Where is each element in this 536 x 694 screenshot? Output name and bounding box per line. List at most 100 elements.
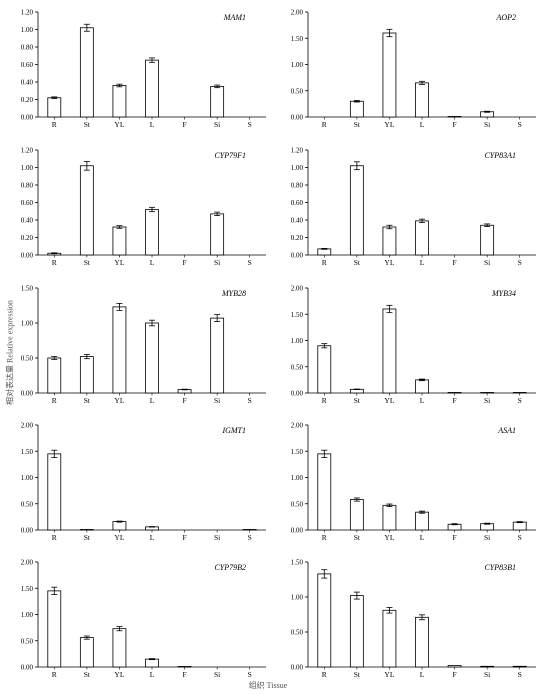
x-tick-label-YL: YL [384, 396, 394, 405]
x-tick-label-R: R [52, 258, 57, 267]
x-tick-label-St: St [354, 396, 361, 405]
y-tick-label: 0.60 [21, 61, 34, 69]
bar-YL [382, 32, 397, 118]
x-tick-label-S: S [248, 258, 252, 267]
bar-L [415, 511, 429, 531]
bar-F [447, 392, 462, 394]
x-tick-label-F: F [182, 670, 186, 679]
chart-panel-5: 0.00 0.50 1.00 1.50 MYB28 R St YL L F Si S [21, 285, 266, 405]
bar-St [349, 100, 364, 118]
x-tick-label-YL: YL [384, 533, 394, 542]
bar-Si [480, 523, 495, 531]
chart-title: CYP83B1 [484, 563, 516, 572]
x-tick-label-St: St [84, 670, 91, 679]
y-tick-label: 0.00 [21, 527, 34, 535]
bar-St [79, 637, 94, 668]
y-tick-label: 1.50 [21, 585, 34, 593]
bar-R [317, 345, 332, 394]
x-tick-label-R: R [52, 670, 57, 679]
y-tick-label: 1.20 [291, 147, 304, 155]
x-tick-label-Si: Si [484, 396, 490, 405]
y-tick-label: 1.50 [291, 311, 304, 319]
x-tick-label-L: L [150, 670, 155, 679]
bar-YL [382, 308, 397, 394]
y-tick-label: 0.80 [21, 44, 34, 52]
x-tick-label-F: F [182, 120, 186, 129]
chart-panel-8: 0.00 0.50 1.00 1.50 2.00 ASA1 R St YL L F Si S [291, 422, 536, 542]
x-tick-label-F: F [452, 670, 456, 679]
y-tick-label: 1.00 [291, 61, 304, 69]
x-tick-label-S: S [518, 670, 522, 679]
chart-panel-4: 0.00 0.20 0.40 0.60 0.80 1.00 1.20 CYP83A1 R St YL… [291, 147, 536, 267]
y-tick-label: 1.00 [21, 164, 34, 172]
chart-title: MAM1 [223, 13, 246, 22]
bar-Si [480, 392, 495, 394]
chart-panel-3: 0.00 0.20 0.40 0.60 0.80 1.00 1.20 CYP79F1 R St YL… [21, 147, 266, 267]
bar-Si [210, 85, 225, 118]
y-tick-label: 1.00 [21, 320, 34, 328]
y-tick-label: 2.00 [291, 285, 304, 293]
bar-YL [382, 504, 397, 531]
bar-F [177, 666, 192, 668]
x-tick-label-F: F [452, 120, 456, 129]
y-tick-label: 0.50 [291, 629, 304, 637]
chart-panel-6: 0.00 0.50 1.00 1.50 2.00 MYB34 R St YL L F Si S [291, 285, 536, 405]
x-tick-label-St: St [354, 120, 361, 129]
x-tick-label-S: S [248, 396, 252, 405]
x-tick-label-Si: Si [484, 533, 490, 542]
x-tick-label-Si: Si [214, 396, 220, 405]
x-tick-label-YL: YL [114, 396, 124, 405]
bar-St [79, 165, 94, 256]
y-tick-label: 2.00 [291, 422, 304, 430]
bar-YL [382, 226, 397, 256]
bar-R [317, 453, 332, 531]
y-tick-label: 1.20 [21, 9, 34, 17]
bar-L [415, 82, 429, 118]
x-tick-label-R: R [322, 533, 327, 542]
bar-L [415, 379, 429, 394]
y-tick-label: 0.50 [21, 637, 34, 645]
y-tick-label: 0.00 [291, 664, 304, 672]
x-tick-label-St: St [84, 396, 91, 405]
y-tick-label: 0.40 [21, 79, 34, 87]
bar-Si [480, 224, 495, 256]
y-tick-label: 0.50 [291, 87, 304, 95]
chart-panel-7: 0.00 0.50 1.00 1.50 2.00 IGMT1 R St YL L F Si S [21, 422, 266, 542]
y-tick-label: 0.00 [21, 252, 34, 260]
chart-title: CYP79B2 [214, 563, 246, 572]
x-tick-label-R: R [52, 120, 57, 129]
x-tick-label-Si: Si [214, 120, 220, 129]
x-tick-label-St: St [84, 120, 91, 129]
y-tick-label: 0.50 [21, 500, 34, 508]
bar-L [415, 616, 429, 668]
x-tick-label-R: R [322, 120, 327, 129]
y-tick-label: 0.60 [21, 199, 34, 207]
bar-YL [112, 628, 127, 668]
y-tick-label: 1.50 [291, 35, 304, 43]
chart-panel-10: 0.00 0.50 1.00 1.50 CYP83B1 R St YL L F Si S [291, 559, 536, 679]
x-tick-label-L: L [420, 258, 425, 267]
x-tick-label-L: L [150, 396, 155, 405]
x-tick-label-S: S [248, 120, 252, 129]
y-tick-label: 0.00 [21, 664, 34, 672]
x-tick-label-Si: Si [214, 533, 220, 542]
bar-YL [112, 521, 127, 531]
x-tick-label-L: L [150, 533, 155, 542]
x-tick-label-L: L [420, 670, 425, 679]
y-tick-label: 1.50 [291, 559, 304, 567]
bar-L [145, 658, 159, 668]
x-tick-label-Si: Si [484, 120, 490, 129]
chart-title: ASA1 [497, 426, 516, 435]
chart-panel-9: 0.00 0.50 1.00 1.50 2.00 CYP79B2 R St YL L F Si S [21, 559, 266, 679]
y-tick-label: 1.50 [21, 448, 34, 456]
x-tick-label-S: S [248, 533, 252, 542]
x-tick-label-L: L [420, 120, 425, 129]
bar-St [79, 529, 94, 531]
x-tick-label-YL: YL [384, 120, 394, 129]
bar-Si [210, 317, 225, 394]
y-tick-label: 0.50 [21, 355, 34, 363]
chart-title: CYP83A1 [484, 151, 516, 160]
y-tick-label: 2.00 [21, 422, 34, 430]
bar-YL [112, 306, 127, 394]
